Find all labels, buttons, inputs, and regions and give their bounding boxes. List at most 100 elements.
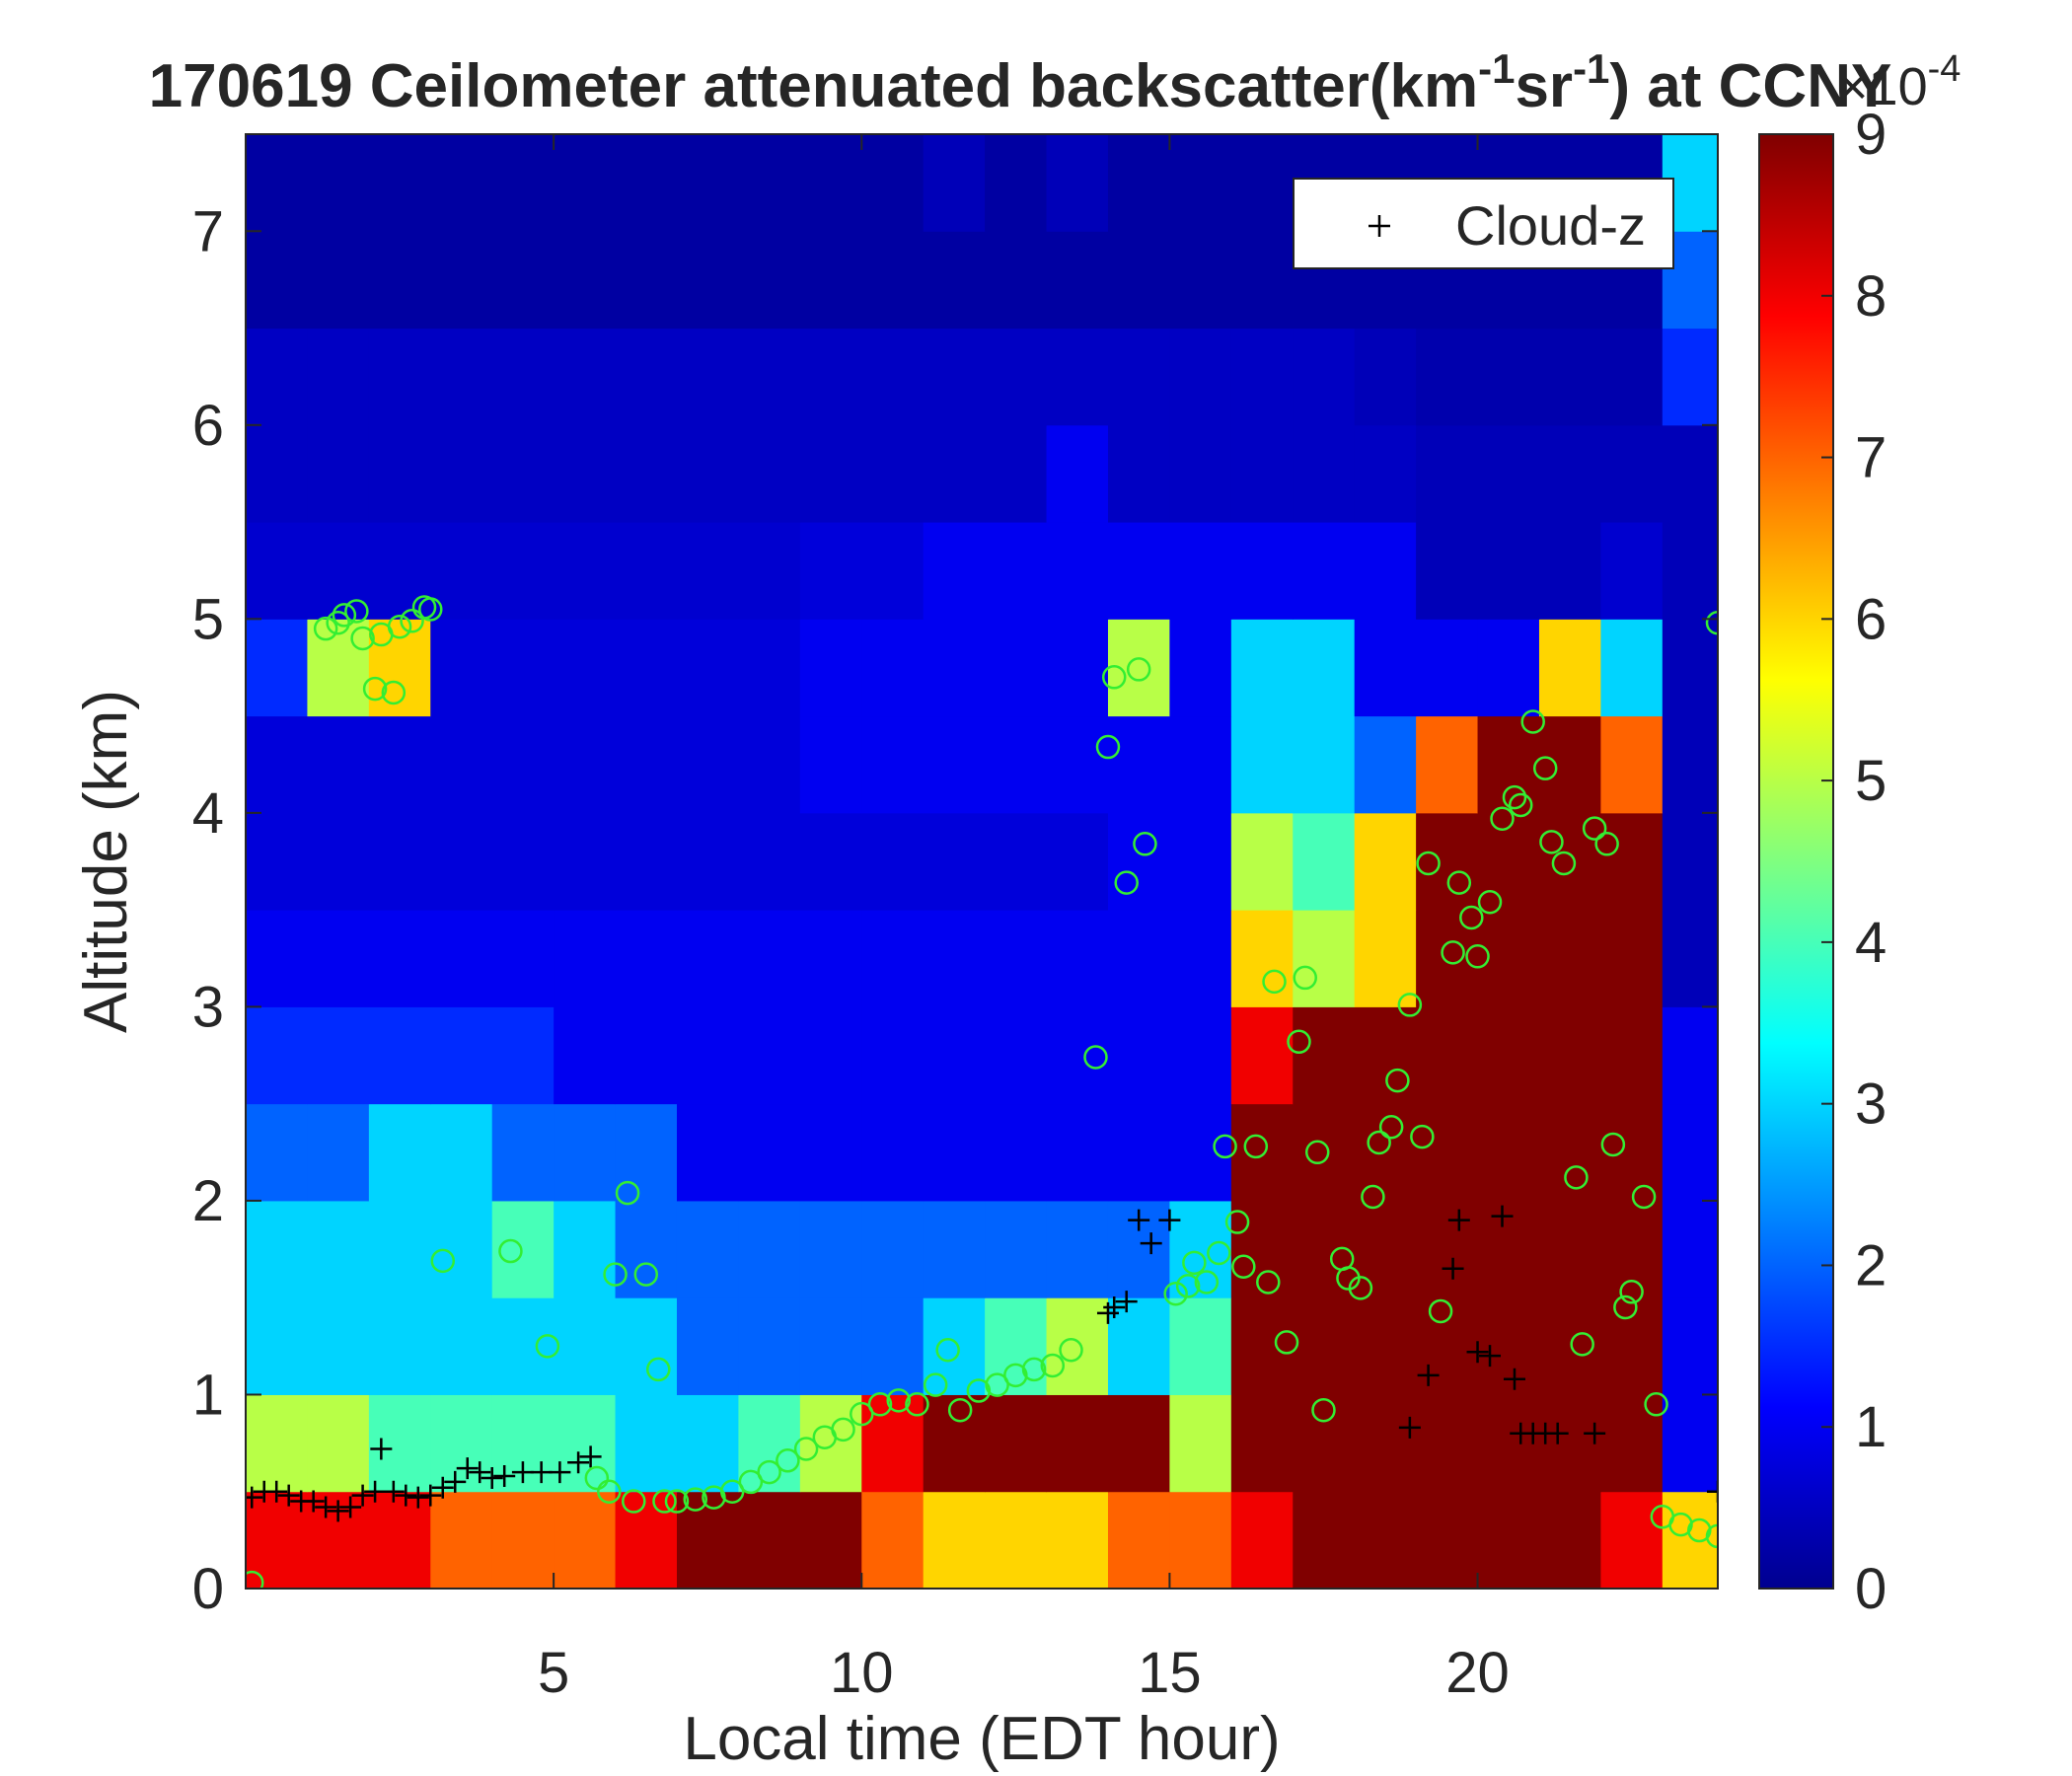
heat-cell bbox=[799, 424, 862, 523]
heat-cell bbox=[1538, 715, 1601, 814]
heat-cell bbox=[246, 619, 308, 717]
circle-marker bbox=[719, 1479, 745, 1504]
heat-cell bbox=[1538, 812, 1601, 911]
heat-cell bbox=[1169, 812, 1232, 911]
heat-cell bbox=[985, 910, 1048, 1007]
heat-cell bbox=[1662, 424, 1718, 523]
circle-marker bbox=[313, 616, 338, 641]
circle-marker bbox=[905, 1392, 929, 1417]
circle-marker bbox=[430, 1248, 456, 1274]
heat-cell bbox=[985, 1491, 1048, 1589]
heat-cell bbox=[861, 619, 925, 717]
circle-marker bbox=[886, 1388, 911, 1413]
circle-marker bbox=[776, 1448, 800, 1473]
heat-cell bbox=[923, 231, 986, 330]
colorbar-tick-label: 2 bbox=[1855, 1233, 1887, 1297]
heat-cell bbox=[554, 1491, 617, 1589]
heat-cell bbox=[1046, 1103, 1109, 1202]
heat-cell bbox=[430, 328, 493, 426]
heat-cell bbox=[1046, 134, 1109, 232]
heat-cell bbox=[368, 1394, 431, 1493]
heat-cell bbox=[615, 1394, 678, 1493]
plus-marker bbox=[1369, 215, 1390, 237]
circle-marker bbox=[1459, 905, 1484, 930]
heat-cell bbox=[1046, 328, 1109, 426]
circle-marker bbox=[535, 1334, 560, 1359]
heat-cell bbox=[861, 328, 925, 426]
heat-cell bbox=[1662, 1006, 1718, 1105]
plus-marker bbox=[1103, 1296, 1126, 1319]
heat-cell bbox=[368, 715, 431, 814]
heat-cell bbox=[554, 619, 617, 717]
circle-marker bbox=[683, 1487, 707, 1512]
heat-cell bbox=[1477, 1103, 1540, 1202]
plus-marker bbox=[1584, 1422, 1606, 1444]
heat-cell bbox=[368, 910, 431, 1007]
circle-marker bbox=[326, 611, 350, 635]
heat-cell bbox=[1169, 1394, 1232, 1493]
circle-marker bbox=[1539, 830, 1564, 854]
heat-cell bbox=[738, 619, 801, 717]
heat-cell bbox=[738, 1297, 801, 1395]
heat-cell bbox=[368, 1491, 431, 1589]
heat-cell bbox=[1662, 522, 1718, 620]
heat-cell bbox=[1230, 1006, 1294, 1105]
heat-cell bbox=[1538, 910, 1601, 1007]
heat-cell bbox=[861, 231, 925, 330]
heat-cell bbox=[430, 1006, 493, 1105]
heat-cell bbox=[861, 1006, 925, 1105]
plus-marker bbox=[407, 1486, 429, 1509]
heat-cell bbox=[1230, 1394, 1294, 1493]
heat-cell bbox=[1662, 1200, 1718, 1298]
heat-cell bbox=[1107, 134, 1170, 232]
plus-marker bbox=[567, 1451, 590, 1474]
heat-cell bbox=[1662, 715, 1718, 814]
plus-marker bbox=[419, 1484, 442, 1507]
colorbar-tick-label: 4 bbox=[1855, 911, 1887, 975]
colorbar-tick-label: 6 bbox=[1855, 587, 1887, 651]
plus-marker bbox=[327, 1500, 349, 1522]
heat-cell bbox=[738, 1103, 801, 1202]
circle-marker bbox=[603, 1262, 628, 1287]
plus-marker bbox=[1491, 1205, 1514, 1227]
circle-marker bbox=[1182, 1250, 1207, 1276]
heat-cell bbox=[246, 231, 308, 330]
heat-cell bbox=[861, 910, 925, 1007]
heat-cell bbox=[1169, 1491, 1232, 1589]
circle-marker bbox=[1687, 1517, 1712, 1543]
circle-marker bbox=[1668, 1512, 1693, 1537]
legend: Cloud-z bbox=[1293, 178, 1674, 269]
heat-cell bbox=[491, 134, 555, 232]
heat-cell bbox=[246, 134, 308, 232]
heat-cell bbox=[1416, 1200, 1479, 1298]
heat-cell bbox=[1046, 910, 1109, 1007]
heat-cell bbox=[615, 715, 678, 814]
circle-marker bbox=[1582, 816, 1607, 841]
heat-cell bbox=[799, 134, 862, 232]
heat-cell bbox=[738, 1006, 801, 1105]
x-tick-label: 15 bbox=[1138, 1641, 1202, 1705]
heat-cell bbox=[1477, 1297, 1540, 1395]
heat-cell bbox=[1416, 715, 1479, 814]
heat-cell bbox=[1293, 1491, 1356, 1589]
heat-cell bbox=[1046, 231, 1109, 330]
heat-cell bbox=[861, 715, 925, 814]
heat-cell bbox=[1354, 619, 1417, 717]
heat-cell bbox=[554, 1006, 617, 1105]
plus-marker bbox=[579, 1445, 602, 1468]
circle-marker bbox=[622, 1489, 646, 1514]
title-part: 170619 Ceilometer attenuated backscatter… bbox=[149, 52, 1478, 120]
heat-cell bbox=[1230, 328, 1294, 426]
heat-cell bbox=[676, 715, 739, 814]
circle-marker bbox=[1397, 993, 1423, 1017]
heat-cell bbox=[1354, 1394, 1417, 1493]
heat-cell bbox=[1600, 812, 1664, 911]
heat-cell bbox=[985, 134, 1048, 232]
heat-cell bbox=[246, 1006, 308, 1105]
plus-marker bbox=[1158, 1209, 1181, 1231]
heat-cell bbox=[1416, 812, 1479, 911]
heat-cell bbox=[307, 910, 370, 1007]
heat-cell bbox=[861, 424, 925, 523]
plus-marker bbox=[549, 1461, 571, 1484]
heat-cell bbox=[430, 1297, 493, 1395]
